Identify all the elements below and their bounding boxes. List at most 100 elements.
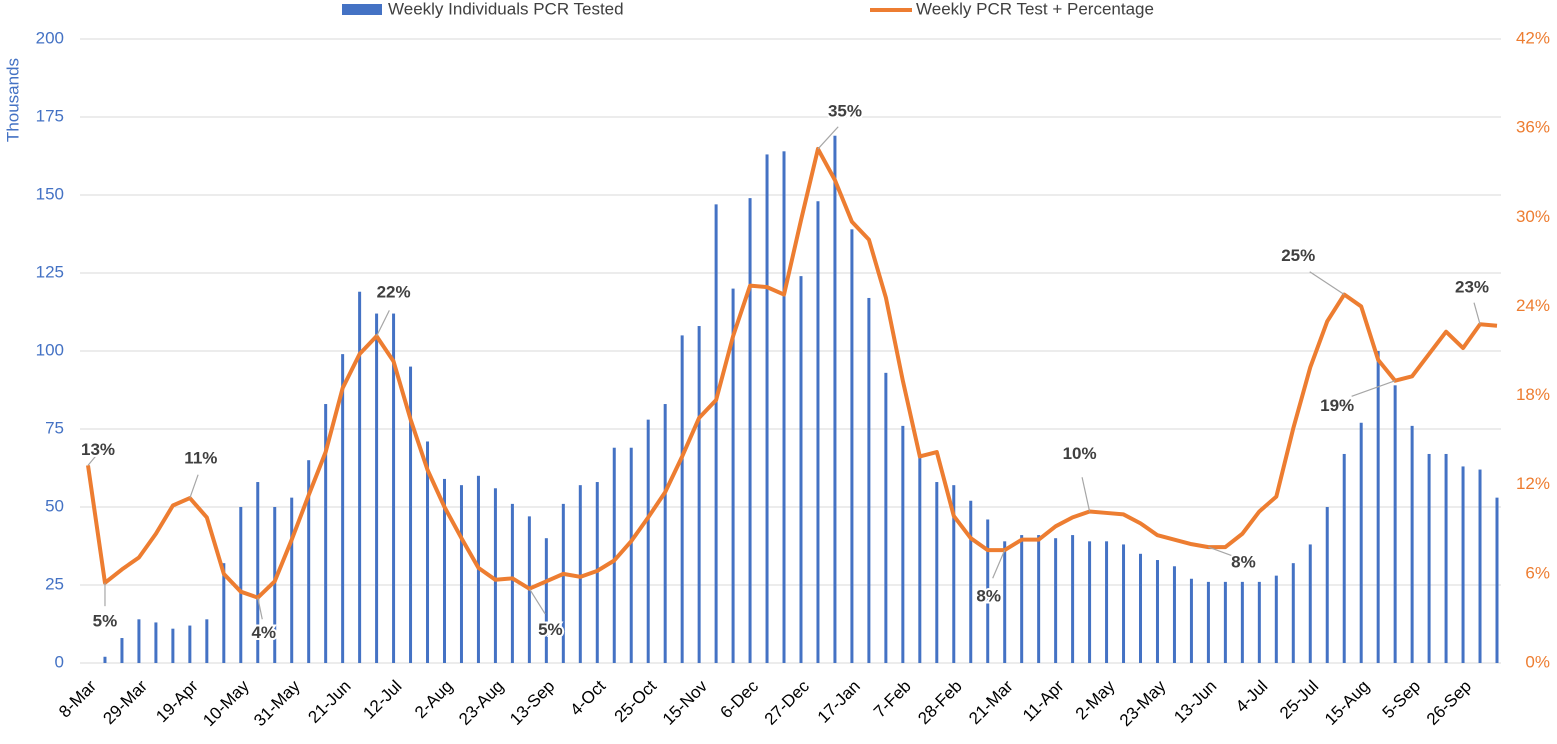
data-label: 8% — [976, 587, 1001, 606]
bar — [1172, 566, 1176, 663]
legend-label: Weekly Individuals PCR Tested — [388, 0, 624, 18]
bar — [884, 372, 888, 663]
leader-line — [992, 549, 1006, 579]
bar — [375, 313, 379, 663]
bar — [561, 503, 565, 663]
leader-line — [1351, 380, 1396, 397]
leader-line — [1081, 477, 1091, 512]
bar — [103, 656, 107, 663]
leader-line — [376, 310, 390, 337]
data-label: 5% — [538, 620, 563, 639]
y-tick-label: 0 — [55, 652, 64, 671]
x-tick-label: 2-May — [1072, 676, 1119, 723]
x-tick-label: 21-Jun — [304, 677, 354, 727]
bar — [1155, 560, 1159, 663]
bar — [1325, 507, 1329, 663]
bar — [986, 519, 990, 663]
bar — [850, 229, 854, 663]
bar — [1088, 541, 1092, 663]
y-tick-label: 75 — [45, 418, 64, 437]
data-label: 8% — [1231, 553, 1256, 572]
bar — [1308, 544, 1312, 663]
data-label: 5% — [93, 611, 118, 630]
bar — [1410, 425, 1414, 663]
bar — [324, 404, 328, 663]
leader-line — [1309, 271, 1345, 296]
data-label: 10% — [1063, 444, 1097, 463]
y2-tick-label: 36% — [1516, 118, 1550, 137]
x-tick-label: 25-Jul — [1276, 677, 1322, 723]
y2-tick-label: 42% — [1516, 28, 1550, 47]
x-tick-label: 12-Jul — [359, 677, 405, 723]
bar — [1240, 581, 1244, 663]
bar — [612, 447, 616, 663]
bar — [341, 354, 345, 663]
bar — [1359, 422, 1363, 663]
x-tick-label: 13-Jun — [1170, 677, 1220, 727]
bar — [1206, 581, 1210, 663]
bar — [544, 538, 548, 663]
bar — [1139, 553, 1143, 663]
x-tick-label: 6-Dec — [717, 676, 763, 722]
bar — [273, 507, 277, 663]
bar — [1495, 497, 1499, 663]
bar — [782, 151, 786, 663]
bar — [1274, 575, 1278, 663]
y2-tick-label: 18% — [1516, 385, 1550, 404]
x-tick-label: 8-Mar — [55, 676, 100, 721]
leader-line — [189, 474, 199, 499]
bar — [1189, 578, 1193, 663]
bar — [493, 488, 497, 663]
bar — [1342, 453, 1346, 663]
y-tick-label: 25 — [45, 574, 64, 593]
y-tick-label: 100 — [36, 340, 64, 359]
x-tick-label: 25-Oct — [611, 676, 661, 726]
data-label: 23% — [1455, 278, 1489, 297]
y2-tick-label: 12% — [1516, 474, 1550, 493]
y2-tick-label: 6% — [1525, 563, 1550, 582]
bar — [680, 335, 684, 663]
bar — [205, 619, 209, 663]
bar — [120, 638, 124, 663]
y-tick-label: 125 — [36, 262, 64, 281]
x-tick-label: 2-Aug — [411, 677, 457, 723]
y-tick-label: 200 — [36, 28, 64, 47]
x-tick-label: 5-Sep — [1379, 677, 1425, 723]
bar — [1427, 453, 1431, 663]
x-tick-label: 21-Mar — [965, 676, 1017, 728]
data-label: 13% — [81, 440, 115, 459]
bar — [188, 625, 192, 663]
x-tick-label: 11-Apr — [1019, 676, 1068, 725]
bar — [969, 500, 973, 663]
y2-tick-label: 24% — [1516, 296, 1550, 315]
data-label: 4% — [251, 623, 276, 642]
bar — [442, 478, 446, 663]
bar — [901, 425, 905, 663]
x-tick-label: 29-Mar — [99, 676, 151, 728]
bar — [409, 366, 413, 663]
leader-line — [257, 597, 263, 620]
x-tick-label: 19-Apr — [152, 676, 202, 726]
bar — [1105, 541, 1109, 663]
bar — [714, 204, 718, 664]
bar — [1376, 351, 1380, 663]
y2-tick-label: 0% — [1525, 652, 1550, 671]
bar — [1071, 535, 1075, 663]
bar — [307, 460, 311, 663]
bar — [1393, 385, 1397, 663]
bar — [646, 419, 650, 663]
y-tick-label: 175 — [36, 106, 64, 125]
bar — [816, 201, 820, 664]
bar — [1037, 535, 1041, 663]
bar — [1003, 541, 1007, 663]
x-tick-label: 31-May — [250, 676, 304, 730]
bar — [290, 497, 294, 663]
bar — [833, 135, 837, 664]
data-label: 35% — [828, 101, 862, 120]
y2-tick-label: 30% — [1516, 207, 1550, 226]
bar — [239, 507, 243, 663]
bar — [1223, 581, 1227, 663]
bar — [765, 154, 769, 663]
bar — [510, 503, 514, 663]
x-tick-label: 23-May — [1116, 676, 1170, 730]
